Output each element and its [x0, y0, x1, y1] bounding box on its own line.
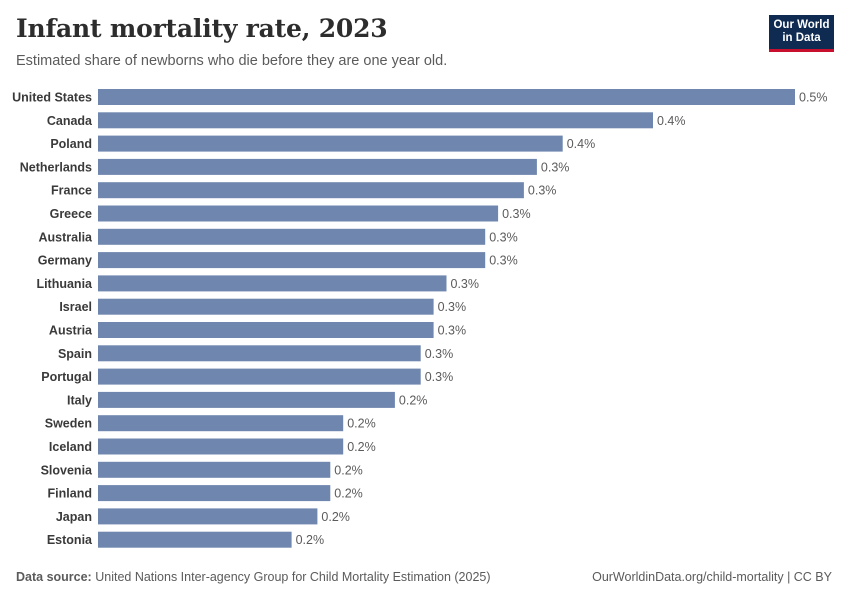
bar[interactable] [98, 461, 331, 478]
bar[interactable] [98, 391, 395, 408]
bar[interactable] [98, 112, 653, 129]
bar[interactable] [98, 158, 537, 175]
value-label: 0.3% [489, 230, 518, 244]
value-label: 0.3% [451, 277, 480, 291]
bar[interactable] [98, 438, 344, 455]
category-label: France [51, 184, 92, 198]
footer-link[interactable]: OurWorldinData.org/child-mortality | CC … [592, 570, 832, 584]
value-label: 0.3% [425, 370, 454, 384]
value-label: 0.2% [399, 393, 428, 407]
bar[interactable] [98, 368, 421, 385]
category-label: Japan [56, 510, 92, 524]
value-label: 0.2% [334, 487, 363, 501]
value-label: 0.2% [321, 510, 350, 524]
category-label: Poland [50, 137, 92, 151]
category-label: Spain [58, 347, 92, 361]
category-label: United States [12, 91, 92, 105]
category-label: Israel [59, 300, 92, 314]
bar-chart: United States 0.5% Canada 0.4% Poland 0.4% Net… [12, 89, 828, 548]
category-label: Italy [67, 393, 92, 407]
bar[interactable] [98, 182, 524, 199]
category-label: Greece [50, 207, 92, 221]
bar[interactable] [98, 322, 434, 338]
value-label: 0.5% [799, 91, 828, 105]
category-label: Finland [48, 487, 92, 501]
category-label: Iceland [49, 440, 92, 454]
bar[interactable] [98, 415, 344, 432]
value-label: 0.2% [296, 533, 325, 547]
value-label: 0.3% [541, 160, 570, 174]
category-label: Slovenia [41, 463, 93, 477]
bar[interactable] [98, 205, 499, 222]
bar[interactable] [98, 531, 292, 548]
category-label: Canada [47, 114, 93, 128]
data-source: Data source: United Nations Inter-agency… [16, 570, 491, 584]
bar[interactable] [98, 485, 331, 502]
bar[interactable] [98, 135, 563, 152]
owid-logo[interactable]: Our World in Data [769, 15, 834, 52]
category-label: Portugal [41, 370, 92, 384]
value-label: 0.3% [438, 324, 467, 338]
bar[interactable] [98, 252, 486, 269]
chart-subtitle: Estimated share of newborns who die befo… [16, 53, 448, 69]
chart-title: Infant mortality rate, 2023 [16, 14, 388, 43]
bar[interactable] [98, 89, 795, 105]
logo-line-2: in Data [782, 32, 821, 44]
bar[interactable] [98, 298, 434, 315]
value-label: 0.3% [438, 300, 467, 314]
category-label: Netherlands [20, 160, 92, 174]
bar[interactable] [98, 345, 421, 362]
value-label: 0.2% [334, 463, 363, 477]
category-label: Austria [49, 324, 93, 338]
category-label: Australia [39, 230, 94, 244]
category-label: Estonia [47, 533, 93, 547]
bar[interactable] [98, 228, 486, 245]
category-label: Germany [38, 254, 92, 268]
category-label: Lithuania [36, 277, 93, 291]
data-source-label: Data source: [16, 570, 92, 584]
bar[interactable] [98, 275, 447, 292]
value-label: 0.3% [425, 347, 454, 361]
logo-line-1: Our World [773, 19, 830, 31]
value-label: 0.3% [489, 254, 518, 268]
category-label: Sweden [45, 417, 92, 431]
value-label: 0.4% [567, 137, 596, 151]
data-source-text[interactable]: United Nations Inter-agency Group for Ch… [95, 570, 491, 584]
value-label: 0.4% [657, 114, 686, 128]
value-label: 0.2% [347, 440, 376, 454]
value-label: 0.3% [528, 184, 557, 198]
value-label: 0.2% [347, 417, 376, 431]
bar[interactable] [98, 508, 318, 525]
value-label: 0.3% [502, 207, 530, 221]
